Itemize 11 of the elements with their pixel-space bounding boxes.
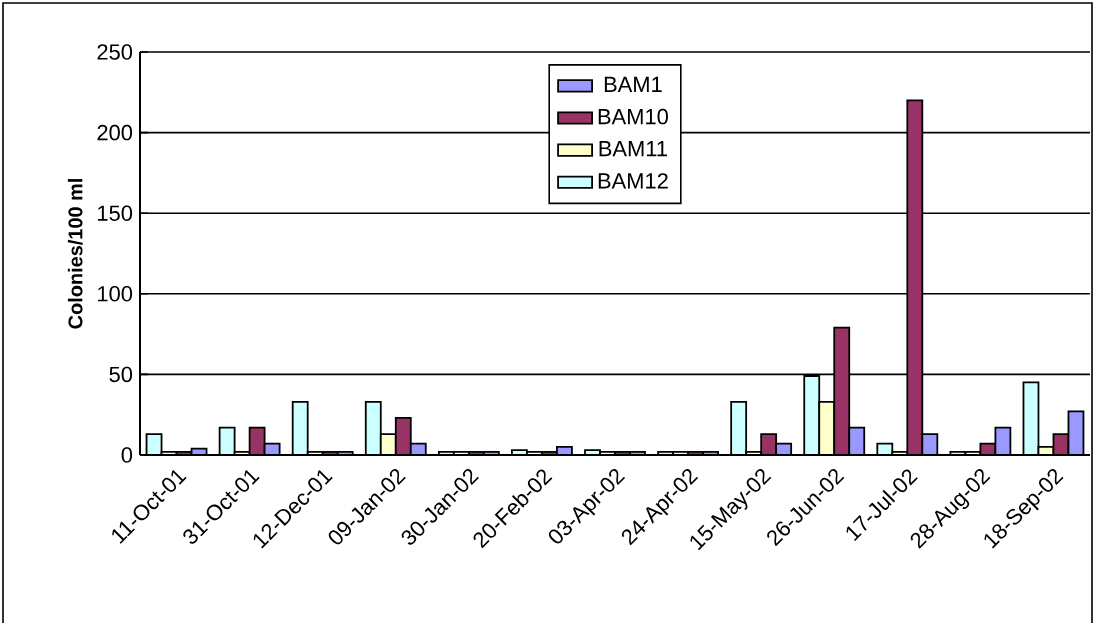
y-tick-label: 250 xyxy=(97,44,133,60)
y-tick-label: 50 xyxy=(109,366,133,383)
y-axis-title: Colonies/100 ml xyxy=(67,179,83,329)
legend-label: BAM11 xyxy=(599,141,667,157)
y-tick-label: 150 xyxy=(98,205,133,221)
y-tick-label: 100 xyxy=(98,286,133,302)
legend-label: BAM1 xyxy=(604,76,662,92)
y-tick-label: 0 xyxy=(121,447,133,463)
legend-label: BAM12 xyxy=(598,173,668,189)
y-tick-label: 200 xyxy=(97,124,133,141)
legend-label: BAM10 xyxy=(598,108,668,125)
